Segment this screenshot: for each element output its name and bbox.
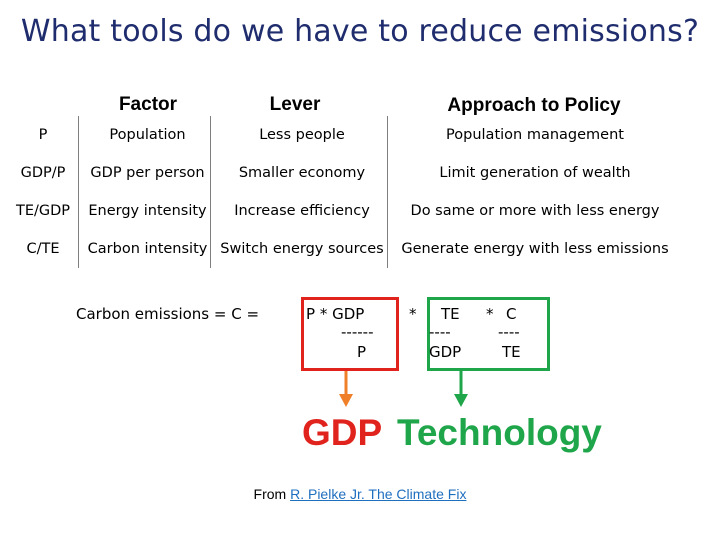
symbol-cell: P <box>8 116 79 154</box>
table-row: GDP/P GDP per person Smaller economy Lim… <box>8 154 676 192</box>
equation-mult: * <box>409 305 417 323</box>
equation-term2-bar: ---- <box>429 323 451 341</box>
header-factor: Factor <box>118 94 178 115</box>
symbol-cell: TE/GDP <box>8 192 79 230</box>
lever-cell: Smaller economy <box>217 154 388 192</box>
source-prefix: From <box>253 486 291 502</box>
policy-cell: Limit generation of wealth <box>439 165 631 181</box>
equation-term2-top: TE <box>441 305 460 323</box>
equation-term1-bar: ------ <box>341 323 374 341</box>
policy-cell: Generate energy with less emissions <box>401 241 669 257</box>
source-link[interactable]: R. Pielke Jr. The Climate Fix <box>290 486 467 502</box>
policy-cell: Population management <box>446 127 624 143</box>
equation-term3-bottom: TE <box>502 343 521 361</box>
equation-term3-bar: ---- <box>498 323 520 341</box>
lever-cell: Increase efficiency <box>217 192 388 230</box>
equation-term3-top: C <box>506 305 517 323</box>
technology-factor-box <box>427 297 550 371</box>
equation-term1-bottom: P <box>357 343 367 361</box>
gdp-factor-box <box>301 297 399 371</box>
red-arrow <box>339 371 353 407</box>
factor-cell: Population <box>85 116 211 154</box>
lever-cell: Less people <box>217 116 388 154</box>
green-arrow <box>454 371 468 407</box>
equation-term1-top: P * GDP <box>306 305 365 323</box>
equation-mult-2: * <box>486 305 494 323</box>
factor-cell: Energy intensity <box>85 192 211 230</box>
factor-cell: GDP per person <box>85 154 211 192</box>
symbol-cell: C/TE <box>8 230 79 268</box>
table-row: P Population Less people Population mana… <box>8 116 676 154</box>
header-lever: Lever <box>269 94 321 115</box>
table-row: C/TE Carbon intensity Switch energy sour… <box>8 230 676 268</box>
source-citation: From R. Pielke Jr. The Climate Fix <box>0 486 720 502</box>
header-policy: Approach to Policy <box>447 95 621 116</box>
equation-term2-bottom: GDP <box>429 343 462 361</box>
lever-cell: Switch energy sources <box>217 230 388 268</box>
equation-lhs: Carbon emissions = C = <box>76 305 260 323</box>
table-row: TE/GDP Energy intensity Increase efficie… <box>8 192 676 230</box>
factor-table: P Population Less people Population mana… <box>8 116 677 268</box>
symbol-cell: GDP/P <box>8 154 79 192</box>
slide-title: What tools do we have to reduce emission… <box>20 14 700 49</box>
policy-cell: Do same or more with less energy <box>410 203 660 219</box>
technology-label: Technology <box>397 412 602 453</box>
factor-cell: Carbon intensity <box>85 230 211 268</box>
gdp-label: GDP <box>302 412 383 453</box>
